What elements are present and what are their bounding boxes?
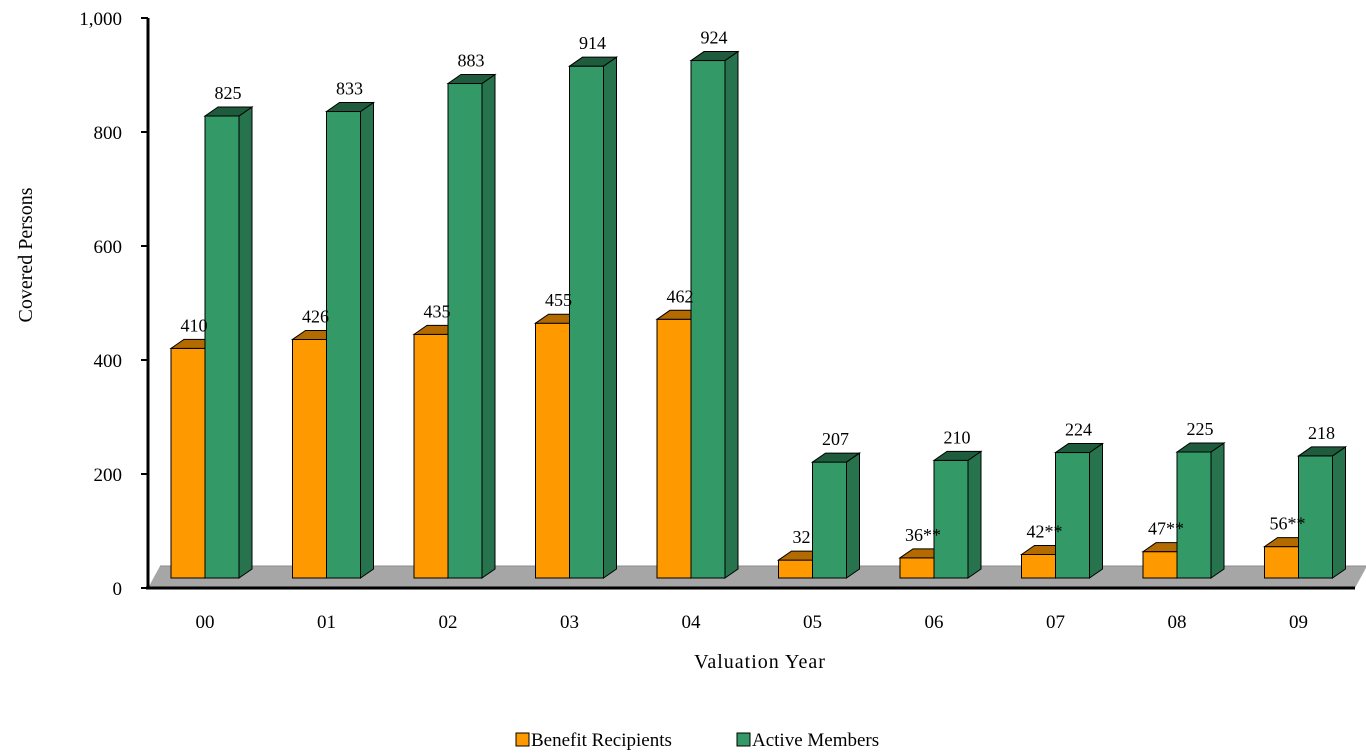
active-members-bar-03 xyxy=(567,56,619,579)
active-members-bar-08 xyxy=(1175,442,1226,579)
active-members-label-03: 914 xyxy=(579,33,606,53)
x-tick-label-06: 06 xyxy=(925,612,944,633)
active-members-bar-06 xyxy=(932,450,983,579)
legend: Benefit Recipients Active Members xyxy=(515,730,879,751)
benefit-recipients-bar-01-front xyxy=(292,338,327,579)
active-members-bar-05-side xyxy=(846,452,860,579)
x-tick-label-01: 01 xyxy=(317,612,336,633)
active-members-bar-03-side xyxy=(603,56,617,579)
benefit-recipients-label-04: 462 xyxy=(667,286,694,306)
active-members-bar-07-front xyxy=(1055,452,1090,579)
x-tick-label-03: 03 xyxy=(560,612,579,633)
active-members-label-09: 218 xyxy=(1308,423,1335,443)
active-members-label-00: 825 xyxy=(215,83,242,103)
active-members-bar-06-side xyxy=(967,450,982,579)
active-members-bar-00-front xyxy=(204,115,240,579)
active-members-bar-09-side xyxy=(1332,445,1346,579)
benefit-recipients-bar-00-front xyxy=(170,347,206,579)
active-members-bar-01-side xyxy=(360,101,374,579)
y-ticks-group: 0 200 400 600 800 1,000 xyxy=(79,9,148,600)
active-members-bar-03-front xyxy=(569,65,604,579)
benefit-recipients-label-02: 435 xyxy=(424,301,451,321)
active-members-label-08: 225 xyxy=(1187,419,1214,439)
active-members-bar-07-side xyxy=(1089,442,1103,579)
x-tick-label-05: 05 xyxy=(803,612,822,633)
benefit-recipients-bar-03-front xyxy=(535,322,570,579)
benefit-recipients-label-08: 47** xyxy=(1148,519,1184,539)
active-members-bar-04 xyxy=(689,50,740,579)
x-tick-label-08: 08 xyxy=(1168,612,1187,633)
active-members-bar-08-side xyxy=(1210,442,1225,579)
benefit-recipients-bar-06-front xyxy=(899,557,935,579)
bars-group xyxy=(169,50,1348,579)
x-tick-label-00: 00 xyxy=(196,612,215,633)
active-members-label-05: 207 xyxy=(822,429,849,449)
benefit-recipients-label-07: 42** xyxy=(1027,521,1063,541)
y-tick-label-400: 400 xyxy=(94,351,123,372)
y-tick-label-0: 0 xyxy=(113,579,123,600)
active-members-bar-02-side xyxy=(481,73,496,579)
active-members-bar-03-top xyxy=(567,56,619,67)
active-members-bar-07 xyxy=(1053,442,1105,579)
active-members-bar-04-top xyxy=(689,51,740,62)
benefit-recipients-label-06: 36** xyxy=(905,525,941,545)
active-members-bar-04-side xyxy=(724,50,739,579)
benefit-recipients-label-01: 426 xyxy=(302,306,329,326)
x-ticks-group: 00 01 02 03 04 05 06 07 08 09 xyxy=(196,612,1309,633)
active-members-bar-00-top xyxy=(203,106,254,117)
active-members-label-04: 924 xyxy=(701,28,728,48)
active-members-bar-05-top xyxy=(810,452,862,463)
benefit-recipients-bar-08-front xyxy=(1142,551,1178,579)
active-members-bar-02 xyxy=(446,73,497,579)
y-tick-label-200: 200 xyxy=(94,465,123,486)
active-members-bar-02-top xyxy=(446,74,497,85)
active-members-label-02: 883 xyxy=(458,51,485,71)
active-members-bar-05 xyxy=(810,452,862,579)
legend-label-active-members: Active Members xyxy=(752,730,879,751)
active-members-label-06: 210 xyxy=(944,427,971,447)
active-members-bar-02-front xyxy=(447,83,483,579)
y-tick-label-600: 600 xyxy=(94,237,123,258)
x-tick-label-04: 04 xyxy=(682,612,702,633)
x-tick-label-09: 09 xyxy=(1289,612,1308,633)
active-members-bar-09-top xyxy=(1296,446,1348,457)
legend-label-benefit-recipients: Benefit Recipients xyxy=(531,730,672,751)
legend-swatch-benefit-recipients xyxy=(515,732,530,747)
benefit-recipients-label-03: 455 xyxy=(545,290,572,310)
active-members-bar-08-top xyxy=(1175,442,1226,453)
x-axis-title: Valuation Year xyxy=(694,651,826,673)
active-members-bar-00 xyxy=(203,106,254,579)
x-tick-label-07: 07 xyxy=(1046,612,1065,633)
benefit-recipients-label-05: 32 xyxy=(793,527,811,547)
benefit-recipients-bar-02-front xyxy=(413,333,449,579)
active-members-bar-00-side xyxy=(238,106,253,579)
active-members-label-07: 224 xyxy=(1065,420,1092,440)
benefit-recipients-bar-05-front xyxy=(778,559,813,579)
y-tick-label-800: 800 xyxy=(94,123,123,144)
benefit-recipients-label-00: 410 xyxy=(181,315,208,335)
y-axis-title: Covered Persons xyxy=(15,187,37,322)
active-members-bar-01-front xyxy=(326,111,361,579)
legend-swatch-active-members xyxy=(736,732,751,747)
active-members-label-01: 833 xyxy=(336,79,363,99)
benefit-recipients-bar-07-front xyxy=(1021,553,1056,579)
benefit-recipients-bar-09-front xyxy=(1264,546,1299,579)
active-members-bar-01-top xyxy=(324,102,376,113)
active-members-bar-06-front xyxy=(933,459,969,579)
y-tick-label-1000: 1,000 xyxy=(79,9,122,30)
x-tick-label-02: 02 xyxy=(439,612,458,633)
active-members-bar-06-top xyxy=(932,450,983,461)
active-members-bar-08-front xyxy=(1176,451,1212,579)
active-members-bar-07-top xyxy=(1053,443,1105,454)
active-members-bar-05-front xyxy=(812,461,847,579)
active-members-bar-01 xyxy=(324,101,376,579)
active-members-bar-04-front xyxy=(690,60,726,579)
benefit-recipients-bar-04-front xyxy=(656,318,692,579)
active-members-bar-09 xyxy=(1296,445,1348,579)
benefit-recipients-label-09: 56** xyxy=(1270,514,1306,534)
data-labels-group: 410 825 426 833 435 883 455 914 462 924 32 207 36** 2… xyxy=(181,28,1336,548)
